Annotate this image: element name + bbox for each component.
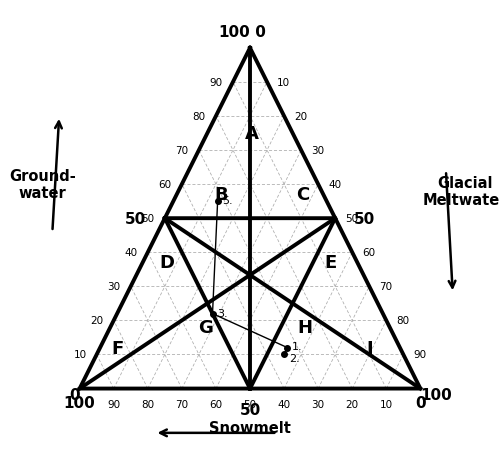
Text: 60: 60 <box>210 399 222 409</box>
Text: 30: 30 <box>312 146 324 156</box>
Text: Ground-
water: Ground- water <box>9 169 76 201</box>
Text: 50: 50 <box>354 211 375 226</box>
Text: 20: 20 <box>294 112 308 122</box>
Text: 0: 0 <box>250 25 266 40</box>
Text: 90: 90 <box>107 399 120 409</box>
Text: 40: 40 <box>278 399 290 409</box>
Text: E: E <box>324 254 336 272</box>
Text: C: C <box>296 186 310 204</box>
Text: 50: 50 <box>346 214 358 224</box>
Text: 50: 50 <box>142 214 154 224</box>
Text: 30: 30 <box>108 282 120 292</box>
Text: 90: 90 <box>210 78 222 87</box>
Text: 20: 20 <box>90 316 104 326</box>
Text: A: A <box>245 125 258 143</box>
Text: 70: 70 <box>176 399 188 409</box>
Text: Snowmelt: Snowmelt <box>209 420 291 435</box>
Text: 60: 60 <box>362 248 376 258</box>
Text: 10: 10 <box>74 350 86 360</box>
Text: 5.: 5. <box>222 196 233 206</box>
Text: 90: 90 <box>414 350 426 360</box>
Text: 50: 50 <box>244 399 256 409</box>
Text: 0: 0 <box>69 387 80 402</box>
Text: 100: 100 <box>420 387 452 402</box>
Text: F: F <box>111 339 123 357</box>
Text: 0: 0 <box>415 395 426 410</box>
Text: H: H <box>297 318 312 336</box>
Text: 60: 60 <box>158 179 172 190</box>
Text: 20: 20 <box>346 399 359 409</box>
Text: 10: 10 <box>278 78 290 87</box>
Text: 70: 70 <box>176 146 188 156</box>
Text: 40: 40 <box>124 248 138 258</box>
Text: 10: 10 <box>380 399 393 409</box>
Text: 100: 100 <box>64 395 96 410</box>
Text: D: D <box>159 254 174 272</box>
Text: 100: 100 <box>218 25 250 40</box>
Text: 30: 30 <box>312 399 324 409</box>
Text: I: I <box>366 339 372 357</box>
Text: 2.: 2. <box>289 353 300 363</box>
Text: 3.: 3. <box>218 308 228 318</box>
Text: B: B <box>214 186 228 204</box>
Text: 50: 50 <box>125 211 146 226</box>
Text: G: G <box>198 318 213 336</box>
Text: 50: 50 <box>240 402 260 417</box>
Text: 80: 80 <box>192 112 205 122</box>
Text: Glacial
Meltwater: Glacial Meltwater <box>422 175 500 207</box>
Text: 40: 40 <box>328 179 342 190</box>
Text: 80: 80 <box>141 399 154 409</box>
Text: 80: 80 <box>396 316 409 326</box>
Text: 70: 70 <box>380 282 392 292</box>
Text: 1.: 1. <box>292 341 303 351</box>
